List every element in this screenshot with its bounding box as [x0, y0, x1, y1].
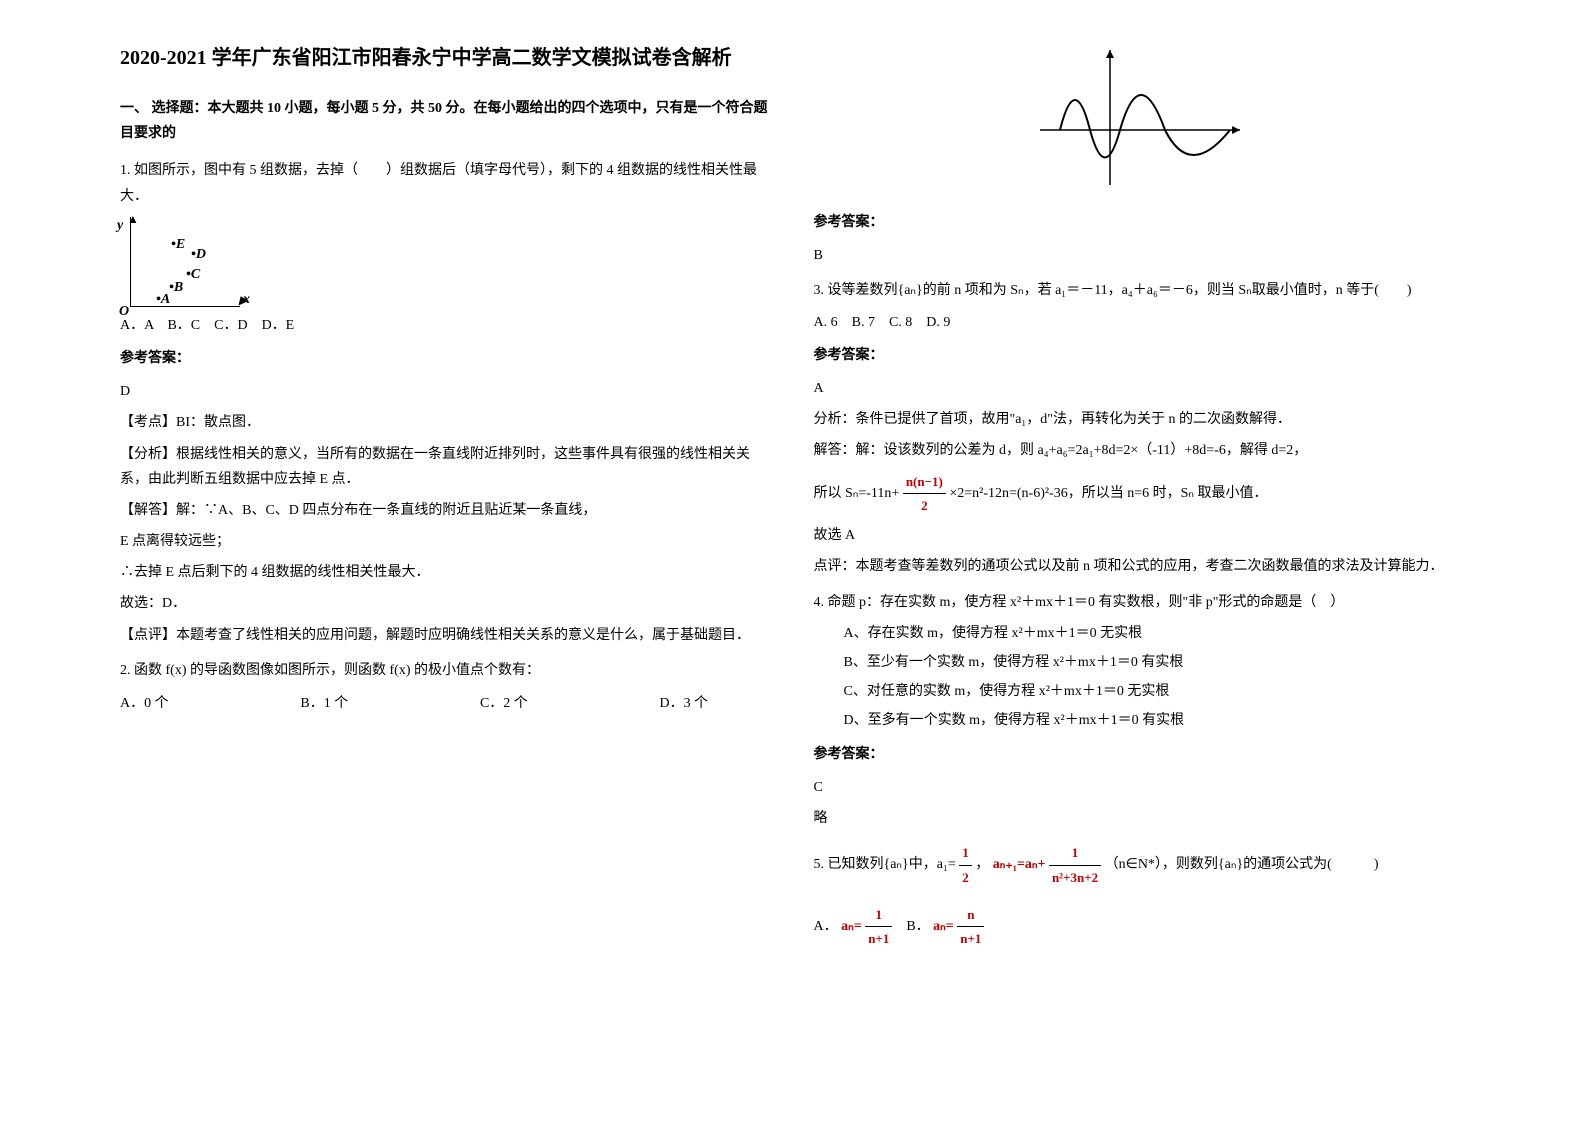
q1-kaodian: 【考点】BI：散点图． [120, 410, 774, 435]
point-D: •D [191, 242, 206, 267]
section-header: 一、 选择题：本大题共 10 小题，每小题 5 分，共 50 分。在每小题给出的… [120, 96, 774, 146]
q5-optB-frac: n n+1 [957, 903, 984, 951]
origin-label: O [119, 299, 129, 324]
q1-dianping: 【点评】本题考查了线性相关的应用问题，解题时应明确线性相关关系的意义是什么，属于… [120, 623, 774, 648]
q2-optB: B．1 个 [300, 691, 348, 716]
q5-optA-den: n+1 [865, 927, 892, 950]
q1-jieda2: E 点离得较远些； [120, 529, 774, 554]
question-4: 4. 命题 p：存在实数 m，使方程 x²＋mx＋1＝0 有实数根，则"非 p"… [814, 590, 1468, 832]
arrow-up-icon: ▲ [127, 209, 139, 231]
q2-optC: C．2 个 [480, 691, 528, 716]
q5-mid2: （n∈N*），则数列{aₙ}的通项公式为( ) [1105, 857, 1379, 872]
q5-a1-den: 2 [959, 866, 972, 889]
q5-rec-num: 1 [1049, 841, 1101, 865]
q4-answer-label: 参考答案： [814, 742, 1468, 767]
q5-optA-pre: A． [814, 919, 838, 934]
q3-j2-post: ×2=n²-12n=(n-6)²-36，所以当 n=6 时，Sₙ 取最小值． [949, 486, 1267, 501]
q2-stem-mid: 的导函数图像如图所示，则函数 [187, 663, 390, 678]
q3-jieda2: 所以 Sₙ=-11n+ n(n−1) 2 ×2=n²-12n=(n-6)²-36… [814, 470, 1468, 518]
q3-answer: A [814, 376, 1468, 401]
q2-optD: D．3 个 [660, 691, 709, 716]
question-1: 1. 如图所示，图中有 5 组数据，去掉（ ）组数据后（填字母代号），剩下的 4… [120, 158, 774, 647]
q5-optA-frac: 1 n+1 [865, 903, 892, 951]
axis-y-label: y [117, 213, 123, 238]
q3-frac-num: n(n−1) [903, 470, 946, 494]
q5-rec-lhs: aₙ₊₁=aₙ+ [993, 857, 1046, 872]
arrow-right-icon: ▶ [239, 290, 248, 312]
q2-answer-label: 参考答案： [814, 210, 1468, 235]
q4-optB: B、至少有一个实数 m，使得方程 x²＋mx＋1＝0 有实根 [844, 650, 1468, 675]
q3-fraction: n(n−1) 2 [903, 470, 946, 518]
q1-options: A．A B．C C．D D．E [120, 313, 774, 338]
q1-fenxi: 【分析】根据线性相关的意义，当所有的数据在一条直线附近排列时，这些事件具有很强的… [120, 442, 774, 492]
q5-stem: 5. 已知数列{aₙ}中，a₁= 1 2 ， aₙ₊₁=aₙ+ 1 n²+3n+… [814, 841, 1468, 889]
point-B: •B [169, 275, 183, 300]
q5-options: A． aₙ= 1 n+1 B． aₙ= n n+1 [814, 903, 1468, 951]
q1-stem: 1. 如图所示，图中有 5 组数据，去掉（ ）组数据后（填字母代号），剩下的 4… [120, 158, 774, 208]
q1-answer-label: 参考答案： [120, 346, 774, 371]
q2-stem-post: 的极小值点个数有： [411, 663, 541, 678]
q3-options: A. 6 B. 7 C. 8 D. 9 [814, 310, 1468, 335]
q5-rec-frac: 1 n²+3n+2 [1049, 841, 1101, 889]
q1-jieda1: 【解答】解：∵A、B、C、D 四点分布在一条直线的附近且贴近某一条直线， [120, 498, 774, 523]
q3-dianping: 点评：本题考查等差数列的通项公式以及前 n 项和公式的应用，考查二次函数最值的求… [814, 554, 1468, 579]
q4-stem: 4. 命题 p：存在实数 m，使方程 x²＋mx＋1＝0 有实数根，则"非 p"… [814, 590, 1468, 615]
q5-a1-frac: 1 2 [959, 841, 972, 889]
point-E: •E [171, 232, 185, 257]
q1-answer: D [120, 379, 774, 404]
q4-lue: 略 [814, 806, 1468, 831]
q1-scatter-plot: y x O ▲ ▶ •A •B •C •D •E [130, 217, 240, 307]
q5-mid1: ， [975, 857, 989, 872]
q3-jieda1: 解答：解：设该数列的公差为 d，则 a₄+a₆=2a₁+8d=2×（-11）+8… [814, 438, 1468, 463]
q3-fenxi: 分析：条件已提供了首项，故用"a₁，d"法，再转化为关于 n 的二次函数解得． [814, 407, 1468, 432]
q5-optB-pre: B． [906, 919, 929, 934]
q2-stem: 2. 函数 f(x) 的导函数图像如图所示，则函数 f(x) 的极小值点个数有： [120, 658, 774, 683]
question-3: 3. 设等差数列{aₙ}的前 n 项和为 Sₙ，若 a₁＝－11，a₄＋a₆＝－… [814, 278, 1468, 579]
q3-frac-den: 2 [903, 494, 946, 517]
q5-a1-num: 1 [959, 841, 972, 865]
q2-options: A．0 个 B．1 个 C．2 个 D．3 个 [120, 691, 708, 716]
q5-rec-den: n²+3n+2 [1049, 866, 1101, 889]
q3-stem: 3. 设等差数列{aₙ}的前 n 项和为 Sₙ，若 a₁＝－11，a₄＋a₆＝－… [814, 278, 1468, 303]
q1-jieda3: ∴去掉 E 点后剩下的 4 组数据的线性相关性最大． [120, 560, 774, 585]
q2-fx2: f(x) [390, 663, 411, 678]
q2-derivative-graph [1030, 40, 1250, 190]
question-2: 2. 函数 f(x) 的导函数图像如图所示，则函数 f(x) 的极小值点个数有：… [120, 658, 774, 716]
q5-optA-lhs: aₙ= [841, 919, 862, 934]
q1-jieda4: 故选：D． [120, 591, 774, 616]
q2-fx1: f(x) [166, 663, 187, 678]
q4-optC: C、对任意的实数 m，使得方程 x²＋mx＋1＝0 无实根 [844, 679, 1468, 704]
q2-answer: B [814, 243, 1468, 268]
q3-jieda3: 故选 A [814, 523, 1468, 548]
q5-optB-den: n+1 [957, 927, 984, 950]
q4-optD: D、至多有一个实数 m，使得方程 x²＋mx＋1＝0 有实根 [844, 708, 1468, 733]
question-5: 5. 已知数列{aₙ}中，a₁= 1 2 ， aₙ₊₁=aₙ+ 1 n²+3n+… [814, 841, 1468, 951]
q5-optA-num: 1 [865, 903, 892, 927]
q2-optA: A．0 个 [120, 691, 169, 716]
q5-optB-num: n [957, 903, 984, 927]
q3-answer-label: 参考答案： [814, 343, 1468, 368]
q4-answer: C [814, 775, 1468, 800]
q4-optA: A、存在实数 m，使得方程 x²＋mx＋1＝0 无实根 [844, 621, 1468, 646]
q2-stem-pre: 2. 函数 [120, 663, 166, 678]
q5-optB-lhs: aₙ= [933, 919, 954, 934]
page-title: 2020-2021 学年广东省阳江市阳春永宁中学高二数学文模拟试卷含解析 [120, 40, 774, 76]
q3-j2-pre: 所以 Sₙ=-11n+ [814, 486, 903, 501]
q5-pre: 5. 已知数列{aₙ}中，a₁= [814, 857, 960, 872]
